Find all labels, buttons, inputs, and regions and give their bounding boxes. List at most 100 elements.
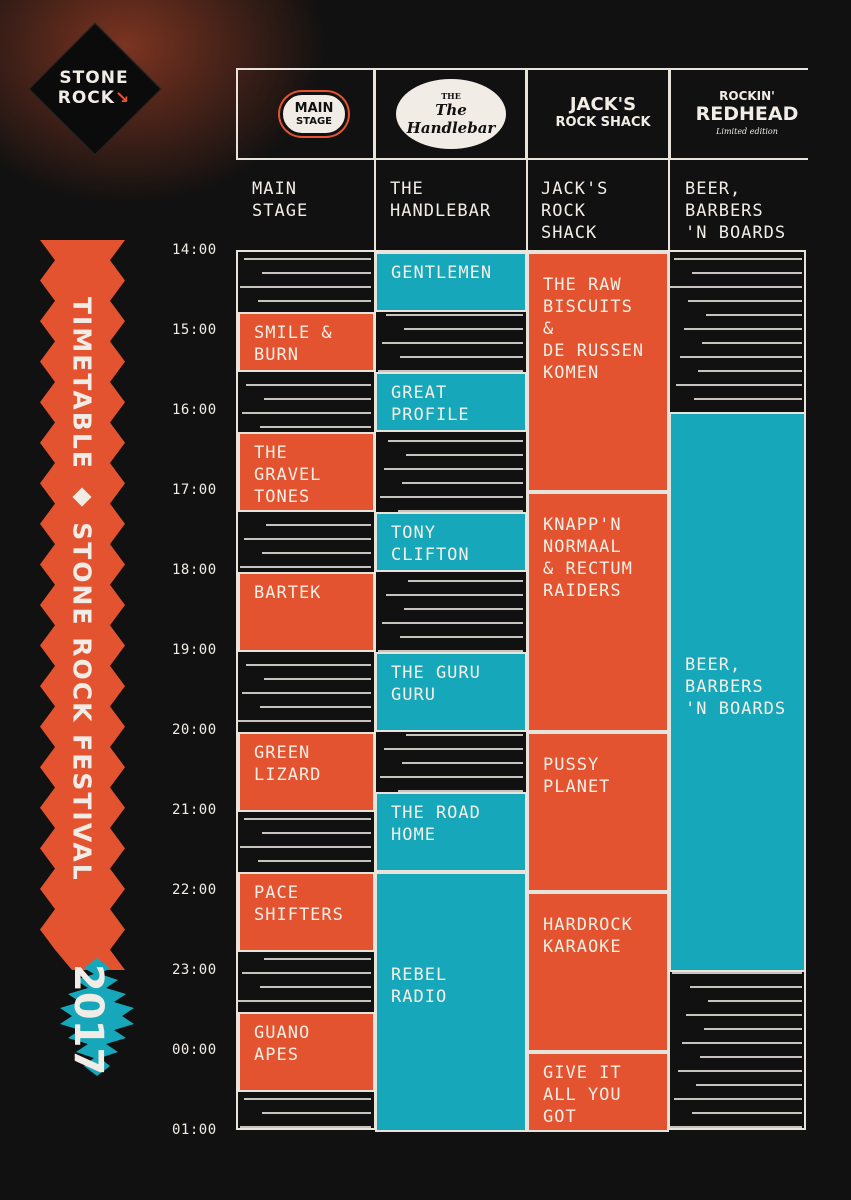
time-label: 22:00 xyxy=(172,882,217,898)
act-name-line: PROFILE xyxy=(391,405,470,425)
side-banner xyxy=(30,240,135,970)
time-label: 15:00 xyxy=(172,322,217,338)
act-name-line: BARTEK xyxy=(254,583,322,603)
act-name-line: THE xyxy=(254,443,288,463)
grid-stripe xyxy=(244,1098,371,1100)
grid-stripe xyxy=(246,664,371,666)
column-divider xyxy=(374,68,376,1130)
grid-stripe xyxy=(260,706,371,708)
act-name-line: SHIFTERS xyxy=(254,905,344,925)
grid-stripe xyxy=(398,790,523,792)
act-block[interactable]: THE GRAVEL TONES xyxy=(238,432,375,512)
act-block[interactable]: THE RAW BISCUITS & DE RUSSEN KOMEN xyxy=(527,252,669,492)
venue-name-jacks-rock-shack: JACK'S ROCK SHACK xyxy=(541,179,609,243)
grid-stripe xyxy=(388,440,523,442)
grid-stripe xyxy=(406,454,523,456)
time-label: 18:00 xyxy=(172,562,217,578)
grid-stripe xyxy=(262,1112,371,1114)
act-name-line: THE RAW xyxy=(543,275,622,295)
act-block[interactable]: GREAT PROFILE xyxy=(375,372,527,432)
handlebar-logo-small: THE xyxy=(441,91,461,101)
grid-stripe xyxy=(680,356,802,358)
grid-stripe xyxy=(406,734,523,736)
act-name-line: TONY xyxy=(391,523,436,543)
grid-stripe xyxy=(692,1112,802,1114)
time-label: 16:00 xyxy=(172,402,217,418)
time-label: 21:00 xyxy=(172,802,217,818)
logo-line-1: STONE xyxy=(59,68,129,88)
grid-stripe xyxy=(264,958,371,960)
grid-stripe xyxy=(682,1042,802,1044)
act-block[interactable]: REBEL RADIO xyxy=(375,872,527,1132)
redhead-logo-line-2: REDHEAD xyxy=(695,103,799,125)
grid-stripe xyxy=(262,272,371,274)
act-name-line: GIVE IT xyxy=(543,1063,622,1083)
time-label: 17:00 xyxy=(172,482,217,498)
act-name-line: PACE xyxy=(254,883,299,903)
grid-stripe xyxy=(244,258,371,260)
timetable-title: TIMETABLE ◆ STONE ROCK FESTIVAL xyxy=(67,296,97,882)
grid-stripe xyxy=(400,356,523,358)
act-name-line: CLIFTON xyxy=(391,545,470,565)
grid-stripe xyxy=(404,328,523,330)
zigzag-banner-shape xyxy=(40,240,125,970)
time-label: 19:00 xyxy=(172,642,217,658)
act-block[interactable]: GENTLEMEN xyxy=(375,252,527,312)
time-label: 20:00 xyxy=(172,722,217,738)
act-name-line: BURN xyxy=(254,345,299,365)
act-name-line: KNAPP'N xyxy=(543,515,622,535)
grid-stripe xyxy=(382,622,523,624)
venue-logo-row: MAIN STAGE THE The Handlebar JACK'S ROCK… xyxy=(236,68,808,160)
grid-stripe xyxy=(670,286,802,288)
main-stage-logo: MAIN STAGE xyxy=(236,70,390,158)
grid-stripe xyxy=(378,650,523,652)
act-name-line: GRAVEL xyxy=(254,465,322,485)
act-block[interactable]: KNAPP'N NORMAAL & RECTUM RAIDERS xyxy=(527,492,669,732)
jacks-logo-line-1: JACK'S xyxy=(569,94,637,115)
act-name-line: TONES xyxy=(254,487,311,507)
act-block[interactable]: THE ROAD HOME xyxy=(375,792,527,872)
act-block[interactable]: HARDROCK KARAOKE xyxy=(527,892,669,1052)
redhead-logo-tagline: Limited edition xyxy=(716,127,778,136)
grid-stripe xyxy=(400,636,523,638)
grid-stripe xyxy=(674,258,802,260)
grid-stripe xyxy=(402,482,523,484)
act-block[interactable]: GREEN LIZARD xyxy=(238,732,375,812)
act-block[interactable]: SMILE & BURN xyxy=(238,312,375,372)
handlebar-logo: THE The Handlebar xyxy=(373,70,527,158)
act-block[interactable]: GIVE IT ALL YOU GOT xyxy=(527,1052,669,1132)
grid-stripe xyxy=(378,370,523,372)
act-block[interactable]: BARTEK xyxy=(238,572,375,652)
grid-stripe xyxy=(244,538,371,540)
act-name-line: PUSSY xyxy=(543,755,600,775)
handlebar-logo-main: The Handlebar xyxy=(406,101,496,137)
grid-stripe xyxy=(676,384,802,386)
act-block[interactable]: BEER, BARBERS 'N BOARDS xyxy=(669,412,806,972)
act-block[interactable]: PACE SHIFTERS xyxy=(238,872,375,952)
grid-stripe xyxy=(706,314,802,316)
act-block[interactable]: TONY CLIFTON xyxy=(375,512,527,572)
act-block[interactable]: THE GURU GURU xyxy=(375,652,527,732)
redhead-logo-line-1: ROCKIN' xyxy=(719,89,775,103)
act-name-line: THE ROAD xyxy=(391,803,481,823)
act-block[interactable]: GUANO APES xyxy=(238,1012,375,1092)
grid-stripe xyxy=(238,1000,371,1002)
act-name-line: RADIO xyxy=(391,987,448,1007)
grid-stripe xyxy=(260,986,371,988)
act-name-line: REBEL xyxy=(391,965,448,985)
act-name-line: GURU xyxy=(391,685,436,705)
main-stage-logo-line-1: MAIN xyxy=(294,101,334,116)
grid-stripe xyxy=(380,496,523,498)
grid-stripe xyxy=(240,846,371,848)
grid-stripe xyxy=(408,580,523,582)
act-name-line: SMILE & xyxy=(254,323,333,343)
grid-stripe xyxy=(240,1126,371,1128)
time-label: 00:00 xyxy=(172,1042,217,1058)
act-name-line: BISCUITS & xyxy=(543,297,633,339)
venue-name-handlebar: THE HANDLEBAR xyxy=(390,179,492,221)
act-name-line: ALL YOU xyxy=(543,1085,622,1105)
grid-stripe xyxy=(678,1070,802,1072)
venue-name-beer-barbers-boards: BEER, BARBERS 'N BOARDS xyxy=(685,179,787,243)
act-block[interactable]: PUSSY PLANET xyxy=(527,732,669,892)
grid-stripe xyxy=(670,1126,802,1128)
